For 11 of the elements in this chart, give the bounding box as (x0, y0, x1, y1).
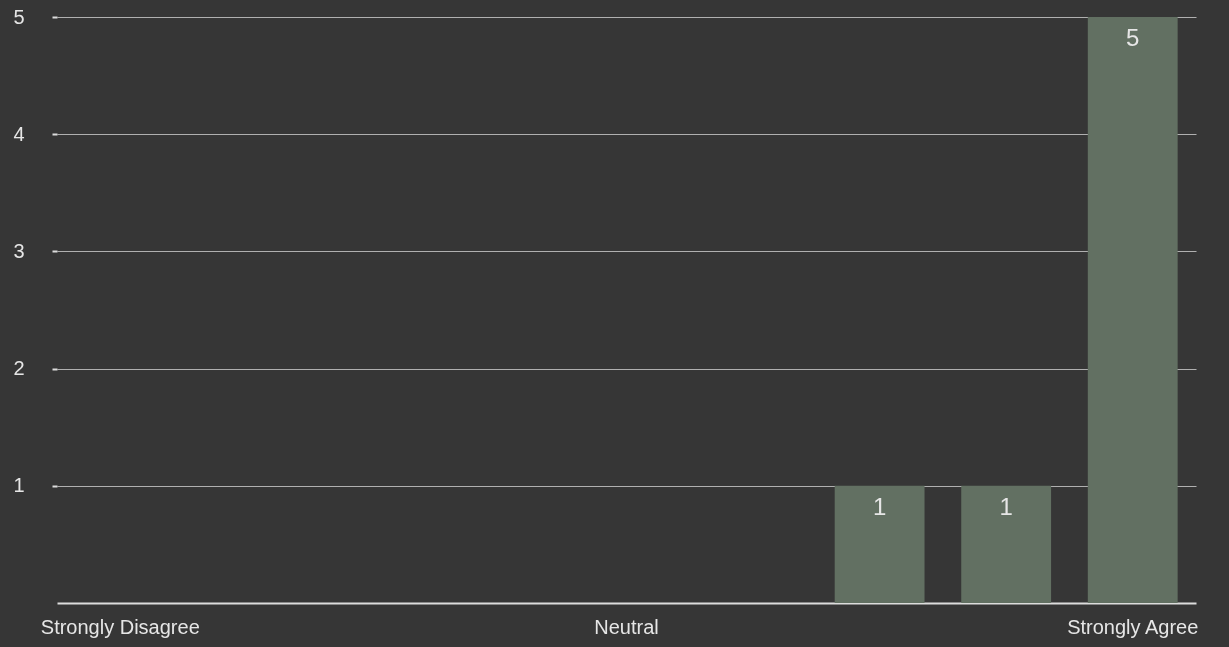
data-label: 1 (872, 492, 887, 520)
x-tick-label: Strongly Agree (1067, 615, 1199, 638)
y-tick-label: 1 (13, 474, 25, 497)
x-tick-label: Neutral (594, 615, 659, 638)
x-tick-label: Strongly Disagree (40, 615, 200, 638)
y-tick-label: 3 (13, 239, 25, 262)
y-tick-label: 2 (13, 357, 25, 380)
data-label: 5 (1126, 24, 1140, 51)
y-tick-label: 4 (13, 122, 25, 145)
y-tick-label: 5 (13, 5, 25, 28)
data-label: 1 (999, 492, 1013, 520)
